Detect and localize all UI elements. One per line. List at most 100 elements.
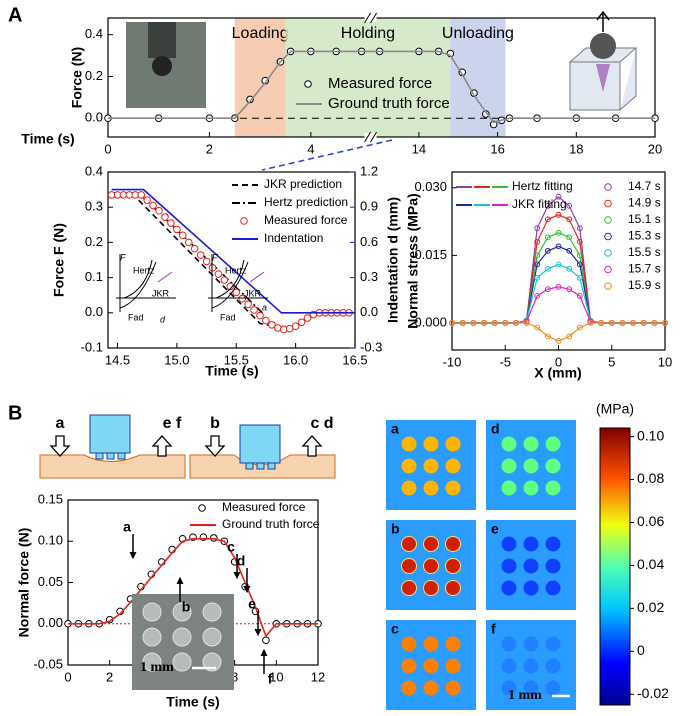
- data-point: [651, 320, 658, 326]
- axis-break: [370, 12, 377, 24]
- annotation-arrow: [176, 576, 184, 585]
- data-point: [513, 320, 519, 326]
- heatmap-dot: [401, 580, 417, 596]
- heatmap-label: f: [491, 621, 496, 637]
- data-point: [576, 293, 583, 299]
- data-point: [502, 320, 509, 326]
- data-point: [576, 324, 583, 331]
- heatmap-dot: [445, 436, 461, 452]
- heatmap-dot: [523, 436, 539, 452]
- block-arrow: [151, 435, 173, 457]
- data-point: [491, 320, 498, 326]
- diagram-label: b: [210, 415, 220, 432]
- y-tick-label: 0.2: [85, 234, 103, 249]
- heatmap-dot: [501, 580, 517, 596]
- y2-tick-label: 1.2: [360, 163, 378, 178]
- legend-label: JKR fitting: [512, 197, 567, 211]
- legend-label: Ground truth force: [222, 517, 320, 531]
- series-line: [111, 192, 263, 314]
- x-axis-label: Time (s): [21, 131, 74, 147]
- data-point: [544, 202, 551, 209]
- axis-break: [364, 133, 377, 141]
- legend-label: Hertz fitting: [512, 179, 573, 193]
- y-tick-label: -0.1: [81, 339, 103, 354]
- data-point: [576, 225, 583, 232]
- heatmap-dot: [423, 480, 439, 496]
- heatmap-dot: [545, 458, 561, 474]
- heatmap-dot: [445, 458, 461, 474]
- data-point: [297, 318, 306, 327]
- inset-label: Hertz: [133, 265, 155, 275]
- inset-label: JKR: [152, 288, 170, 298]
- x-axis-label: X (mm): [534, 365, 581, 381]
- block: [89, 414, 131, 454]
- inset-label: a: [262, 302, 267, 312]
- data-point: [246, 95, 254, 104]
- inset-dot: [142, 602, 162, 622]
- heatmap-dot: [423, 558, 439, 574]
- inset-dot: [172, 627, 192, 647]
- y-tick-label: 0.015: [414, 247, 447, 262]
- annotation-label: c: [227, 539, 235, 555]
- heatmap-dot: [401, 636, 417, 652]
- inset-dot: [172, 602, 192, 622]
- x-tick-label: 16.5: [342, 352, 367, 367]
- legend-label: 14.7 s: [628, 179, 661, 193]
- x-axis-label: Time (s): [166, 694, 219, 710]
- legend-label: 15.1 s: [628, 212, 661, 226]
- region: [234, 18, 286, 137]
- data-point: [167, 219, 175, 227]
- colorbar-tick-label: 0.02: [637, 599, 664, 615]
- heatmap-dot: [423, 658, 439, 674]
- y-tick-label: 0.3: [85, 199, 103, 214]
- heatmap-dot: [423, 458, 439, 474]
- axis-break: [364, 131, 371, 143]
- plot-frame: [107, 17, 656, 138]
- data-point: [608, 320, 615, 326]
- legend-label: 14.9 s: [628, 196, 661, 210]
- inset-dot: [142, 627, 162, 647]
- data-point: [155, 206, 163, 215]
- legend-marker: [198, 504, 206, 512]
- data-point: [220, 276, 229, 284]
- heatmap-label: a: [391, 421, 399, 437]
- series-line: [452, 322, 665, 342]
- heatmap-dot: [423, 536, 439, 552]
- ground: [39, 454, 186, 479]
- data-point: [555, 261, 562, 268]
- y-tick-label: 0.0: [85, 304, 103, 319]
- block: [239, 424, 281, 464]
- legend-marker: [304, 80, 312, 88]
- data-point: [210, 534, 218, 542]
- heatmap-dot: [523, 480, 539, 496]
- colorbar-tick-label: 0.04: [637, 556, 664, 572]
- data-point: [470, 320, 477, 326]
- x-tick-label: 8: [231, 669, 238, 684]
- legend-marker: [604, 232, 612, 241]
- x-tick-label: 10: [269, 669, 283, 684]
- data-point: [256, 311, 264, 320]
- y2-tick-label: 0.0: [360, 304, 378, 319]
- data-point: [566, 265, 573, 272]
- legend-marker: [240, 217, 248, 225]
- y2-tick-label: -0.3: [360, 339, 382, 354]
- y-tick-label: 0.00: [38, 615, 63, 630]
- heatmap-label: d: [491, 421, 500, 437]
- heatmap-dot: [401, 458, 417, 474]
- heatmap-dot: [401, 436, 417, 452]
- inset-label: Fad: [220, 312, 236, 322]
- x-tick-label: 0: [64, 669, 71, 684]
- legend-label: Measured force: [328, 75, 432, 92]
- data-point: [196, 251, 205, 259]
- data-point: [576, 261, 583, 268]
- data-point: [149, 201, 157, 210]
- heatmap-dot: [501, 436, 517, 452]
- inset-label: Hertz: [225, 265, 247, 275]
- inset-dot: [202, 602, 222, 622]
- heatmap-dot: [501, 636, 517, 652]
- x-tick-label: 16: [490, 141, 504, 156]
- heatmap-label: e: [491, 521, 499, 537]
- heatmap-dot: [445, 558, 461, 574]
- data-point: [268, 320, 276, 329]
- heatmap-dot: [501, 558, 517, 574]
